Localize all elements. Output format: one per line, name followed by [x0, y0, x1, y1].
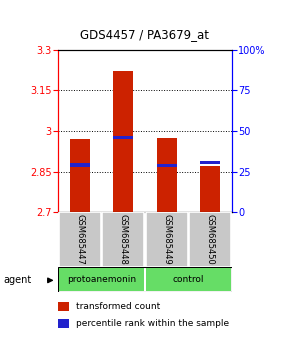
- Bar: [113, 136, 133, 139]
- Bar: [157, 164, 177, 167]
- Bar: [146, 212, 188, 267]
- Text: GSM685447: GSM685447: [75, 215, 84, 265]
- Bar: [70, 139, 90, 212]
- Text: transformed count: transformed count: [76, 302, 161, 311]
- Bar: [59, 268, 144, 291]
- Bar: [200, 166, 220, 212]
- Text: protoanemonin: protoanemonin: [67, 275, 136, 284]
- Text: agent: agent: [3, 275, 31, 285]
- Bar: [200, 161, 220, 164]
- Bar: [102, 212, 144, 267]
- Bar: [70, 163, 90, 166]
- Text: GSM685448: GSM685448: [119, 215, 128, 265]
- Bar: [157, 138, 177, 212]
- Text: GDS4457 / PA3679_at: GDS4457 / PA3679_at: [81, 28, 209, 41]
- Text: GSM685449: GSM685449: [162, 215, 171, 265]
- Bar: [146, 268, 231, 291]
- Bar: [113, 71, 133, 212]
- Text: percentile rank within the sample: percentile rank within the sample: [76, 319, 229, 328]
- Text: control: control: [173, 275, 204, 284]
- Bar: [59, 212, 101, 267]
- Text: GSM685450: GSM685450: [206, 215, 215, 265]
- Bar: [189, 212, 231, 267]
